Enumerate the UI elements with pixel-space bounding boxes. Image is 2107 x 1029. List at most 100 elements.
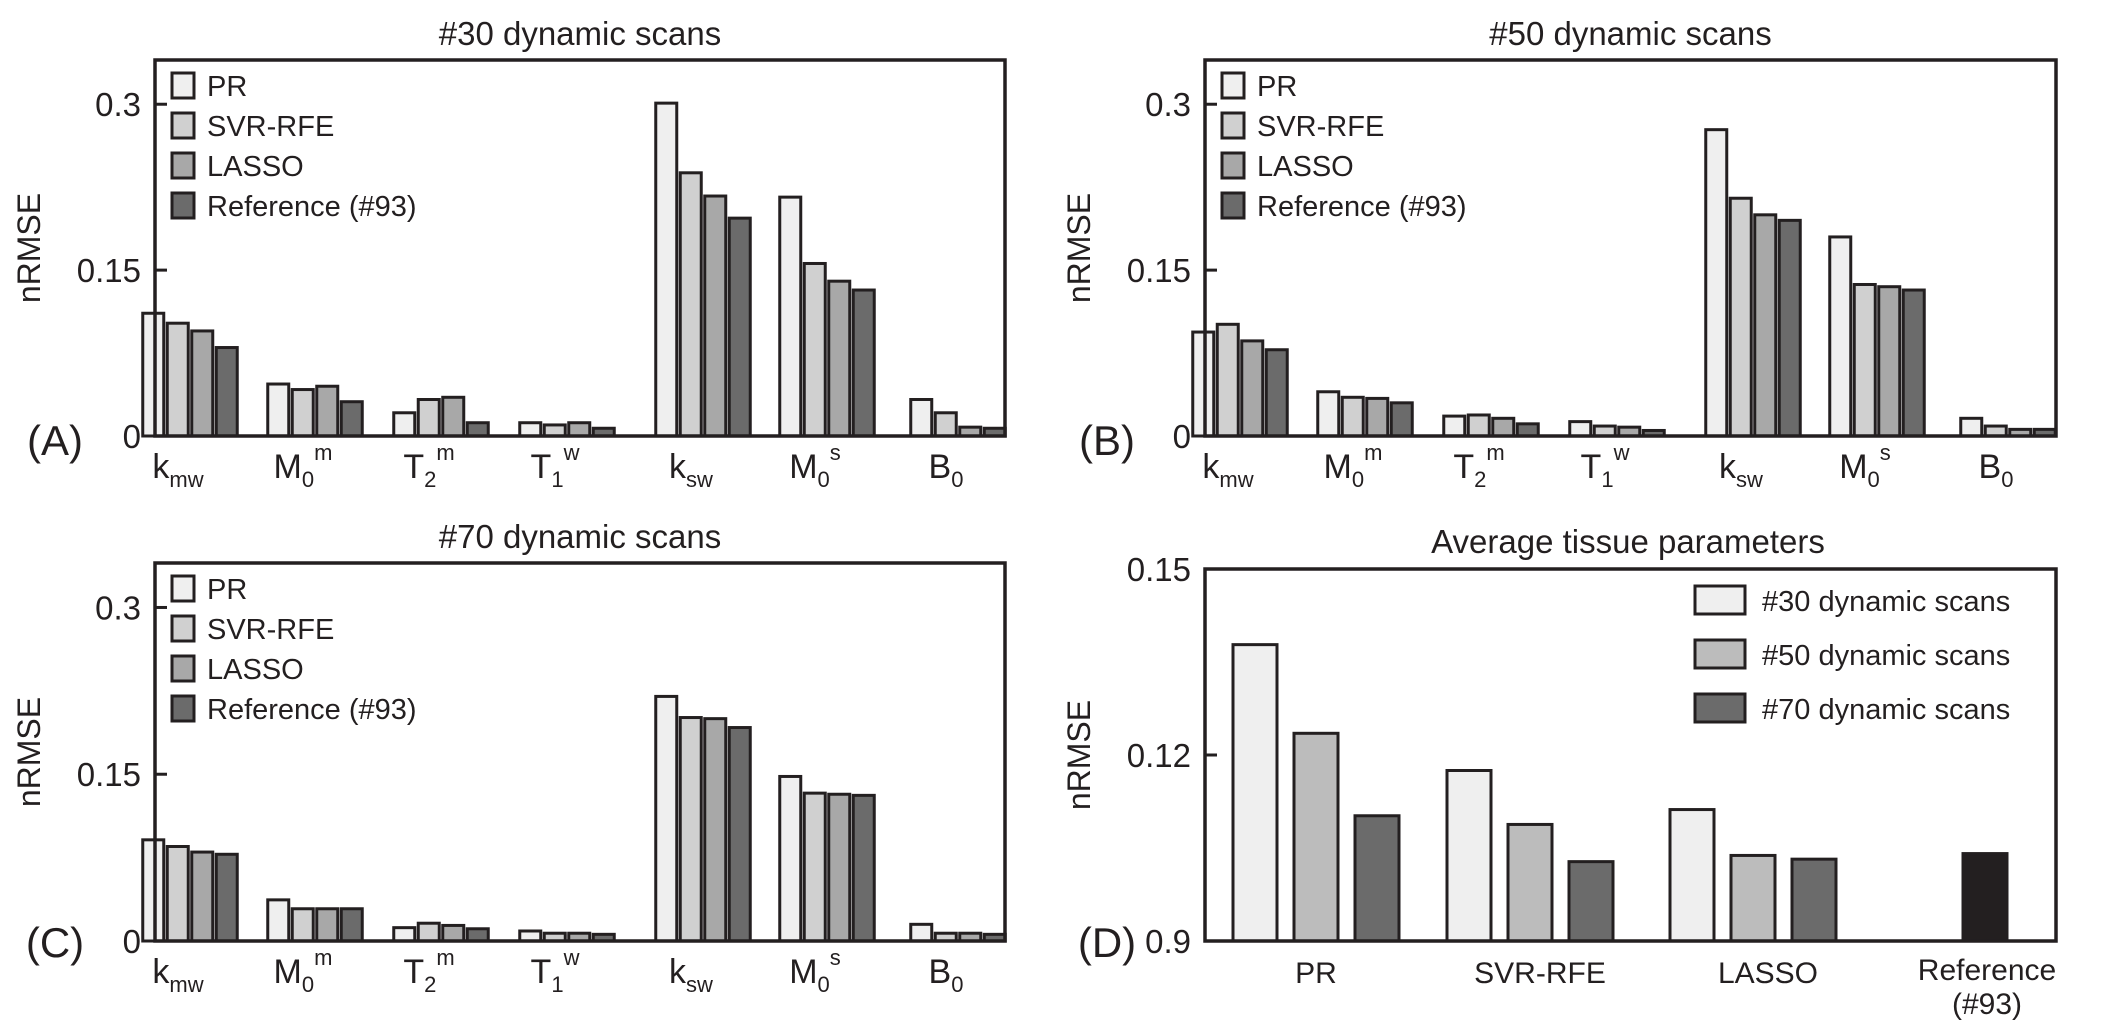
y-tick-label: 0.12 bbox=[1127, 737, 1191, 774]
legend-swatch bbox=[170, 694, 196, 723]
bar-lasso-3 bbox=[567, 421, 592, 438]
bar-avg-0-1 bbox=[1445, 769, 1493, 943]
bar-avg-0-2 bbox=[1668, 808, 1716, 943]
x-tick-label: T2m bbox=[403, 945, 454, 997]
bar-svr-rfe-4 bbox=[678, 716, 703, 943]
panel-label: (A) bbox=[27, 417, 83, 464]
bar-pr-4 bbox=[654, 101, 679, 438]
panel-3-group: 0.9 0.12 0.15 Average tissue parameters nRMS… bbox=[1061, 523, 2058, 1021]
y-tick-label: 0.15 bbox=[1127, 551, 1191, 588]
legend-label: LASSO bbox=[207, 654, 304, 686]
bar-avg-1-1 bbox=[1506, 822, 1554, 943]
chart-title: Average tissue parameters bbox=[1431, 523, 1825, 560]
bar-reference-93--2 bbox=[465, 927, 490, 943]
bar-pr-6 bbox=[1959, 416, 1984, 438]
legend-swatch bbox=[1693, 584, 1747, 616]
x-tick-label: M0s bbox=[789, 440, 841, 492]
bar-svr-rfe-2 bbox=[416, 398, 441, 438]
legend-swatch bbox=[170, 111, 196, 140]
y-tick-label: 0.3 bbox=[1145, 86, 1191, 123]
bar-pr-4 bbox=[1704, 128, 1729, 438]
x-tick-label: SVR-RFE bbox=[1474, 957, 1606, 990]
bar-pr-2 bbox=[392, 926, 417, 943]
bar-pr-6 bbox=[909, 922, 934, 943]
bar-pr-5 bbox=[778, 195, 803, 438]
y-tick-label: 0 bbox=[123, 923, 141, 960]
bar-pr-4 bbox=[654, 694, 679, 943]
x-tick-label: T1w bbox=[1581, 440, 1630, 492]
bar-svr-rfe-0 bbox=[165, 321, 190, 438]
bar-reference-93--4 bbox=[727, 216, 752, 438]
bar-pr-6 bbox=[909, 398, 934, 438]
y-tick-label: 0 bbox=[1173, 418, 1191, 455]
bar-reference-93--1 bbox=[339, 400, 364, 438]
legend-swatch bbox=[170, 654, 196, 683]
bar-reference-93--0 bbox=[1264, 348, 1289, 438]
panel-2-group: 0 0.15 0.3 #70 dynamic scans nRMSE (C) kmw M0m T… bbox=[11, 518, 1007, 997]
legend-label: #70 dynamic scans bbox=[1762, 694, 2010, 726]
legend-swatch bbox=[170, 151, 196, 180]
bar-svr-rfe-1 bbox=[290, 907, 315, 943]
legend-label: #30 dynamic scans bbox=[1762, 586, 2010, 618]
legend-swatch bbox=[170, 574, 196, 603]
panel-label: (C) bbox=[26, 919, 84, 966]
bar-reference-93--1 bbox=[1389, 401, 1414, 438]
bar-reference-93--5 bbox=[1901, 288, 1926, 438]
y-tick-label: 0.15 bbox=[1127, 252, 1191, 289]
x-tick-label: M0m bbox=[1324, 440, 1383, 492]
bar-lasso-2 bbox=[1491, 416, 1516, 438]
legend-swatch bbox=[1693, 692, 1747, 724]
legend-swatch bbox=[170, 614, 196, 643]
legend-label: Reference (#93) bbox=[1257, 191, 1467, 223]
x-tick-label: T2m bbox=[1453, 440, 1504, 492]
bar-svr-rfe-4 bbox=[678, 171, 703, 438]
bar-lasso-5 bbox=[827, 792, 852, 943]
legend-swatch bbox=[170, 191, 196, 220]
bar-pr-1 bbox=[266, 382, 291, 438]
legend-label: SVR-RFE bbox=[207, 614, 334, 646]
bar-reference-93--5 bbox=[851, 288, 876, 438]
bar-lasso-2 bbox=[441, 395, 466, 438]
y-tick-label: 0 bbox=[123, 418, 141, 455]
bar-avg-1-2 bbox=[1729, 853, 1777, 943]
bar-avg-2-0 bbox=[1353, 814, 1401, 943]
bar-avg-1-0 bbox=[1292, 731, 1340, 943]
bar-reference-93--4 bbox=[1777, 218, 1802, 438]
x-tick-label: B0 bbox=[929, 448, 964, 492]
x-tick-label: M0m bbox=[274, 440, 333, 492]
bar-pr-5 bbox=[1828, 235, 1853, 438]
panel-0-group: 0 0.15 0.3 #30 dynamic scans nRMSE (A) kmw M0m T… bbox=[11, 15, 1007, 492]
x-tick-label-reference: Reference (#93) bbox=[1918, 954, 2056, 1021]
bar-reference-93--4 bbox=[727, 726, 752, 943]
y-axis-label: nRMSE bbox=[11, 193, 47, 303]
bar-reference-93--5 bbox=[851, 793, 876, 943]
panel-label: (B) bbox=[1079, 417, 1135, 464]
bar-avg-2-2 bbox=[1790, 857, 1838, 943]
bar-lasso-1 bbox=[315, 907, 340, 943]
bar-lasso-1 bbox=[1365, 396, 1390, 438]
plot-frame bbox=[1203, 58, 2058, 438]
bar-lasso-4 bbox=[1753, 213, 1778, 438]
x-tick-label: kmw bbox=[152, 448, 203, 492]
bar-lasso-4 bbox=[703, 194, 728, 438]
legend-swatch bbox=[1693, 638, 1747, 670]
legend-swatch bbox=[1220, 191, 1246, 220]
bar-svr-rfe-6 bbox=[933, 411, 958, 438]
y-tick-label: 0.15 bbox=[77, 252, 141, 289]
x-tick-label: PR bbox=[1295, 957, 1337, 990]
bar-reference-93--1 bbox=[339, 907, 364, 943]
y-axis-label: nRMSE bbox=[11, 697, 47, 807]
bar-lasso-0 bbox=[1240, 339, 1265, 438]
bar-reference-93--2 bbox=[1515, 422, 1540, 438]
legend-label: SVR-RFE bbox=[207, 111, 334, 143]
x-tick-label: ksw bbox=[1719, 448, 1763, 492]
x-tick-label: ksw bbox=[669, 448, 713, 492]
y-tick-label: 0.15 bbox=[77, 756, 141, 793]
bar-pr-3 bbox=[1568, 420, 1593, 438]
bar-svr-rfe-4 bbox=[1728, 196, 1753, 438]
x-tick-label: M0s bbox=[1839, 440, 1891, 492]
legend-label: Reference (#93) bbox=[207, 191, 417, 223]
legend-swatch bbox=[1220, 111, 1246, 140]
bar-lasso-1 bbox=[315, 384, 340, 438]
